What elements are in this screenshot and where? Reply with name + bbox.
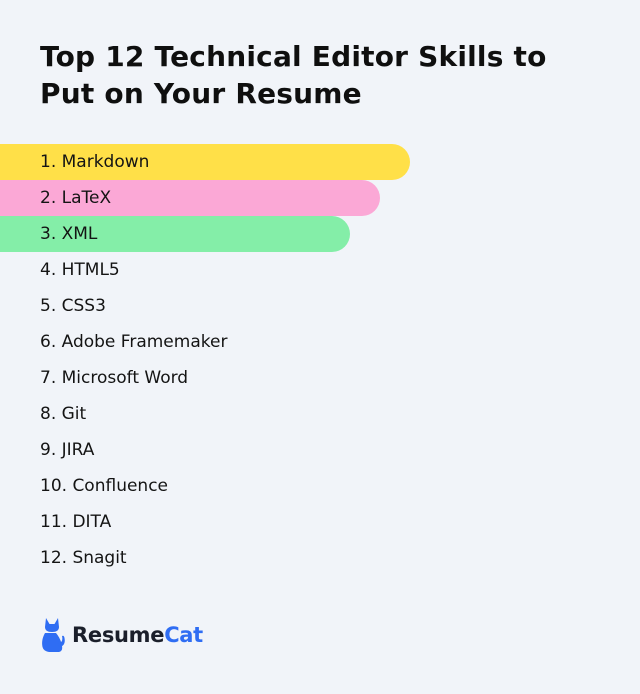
skills-list: 1. Markdown 2. LaTeX 3. XML 4. HTML5 5. … [0,144,640,576]
skill-item-xml: 3. XML [0,216,350,252]
skill-item-html5: 4. HTML5 [40,260,120,280]
skill-item-latex: 2. LaTeX [0,180,380,216]
brand-name-part1: Resume [72,623,165,647]
skill-item-dita: 11. DITA [40,512,112,532]
skill-item-css3: 5. CSS3 [40,296,106,316]
skill-item-microsoft-word: 7. Microsoft Word [40,368,189,388]
brand-name-part2: Cat [164,623,203,647]
skill-item-markdown: 1. Markdown [0,144,410,180]
brand-logo: ResumeCat [40,616,203,654]
skill-item-jira: 9. JIRA [40,440,95,460]
skill-item-confluence: 10. Confluence [40,476,169,496]
skill-item-adobe-framemaker: 6. Adobe Framemaker [40,332,228,352]
skill-item-git: 8. Git [40,404,87,424]
skill-item-snagit: 12. Snagit [40,548,127,568]
cat-icon [42,618,65,652]
brand-name: ResumeCat [72,623,203,647]
page-title: Top 12 Technical Editor Skills to Put on… [40,40,547,110]
